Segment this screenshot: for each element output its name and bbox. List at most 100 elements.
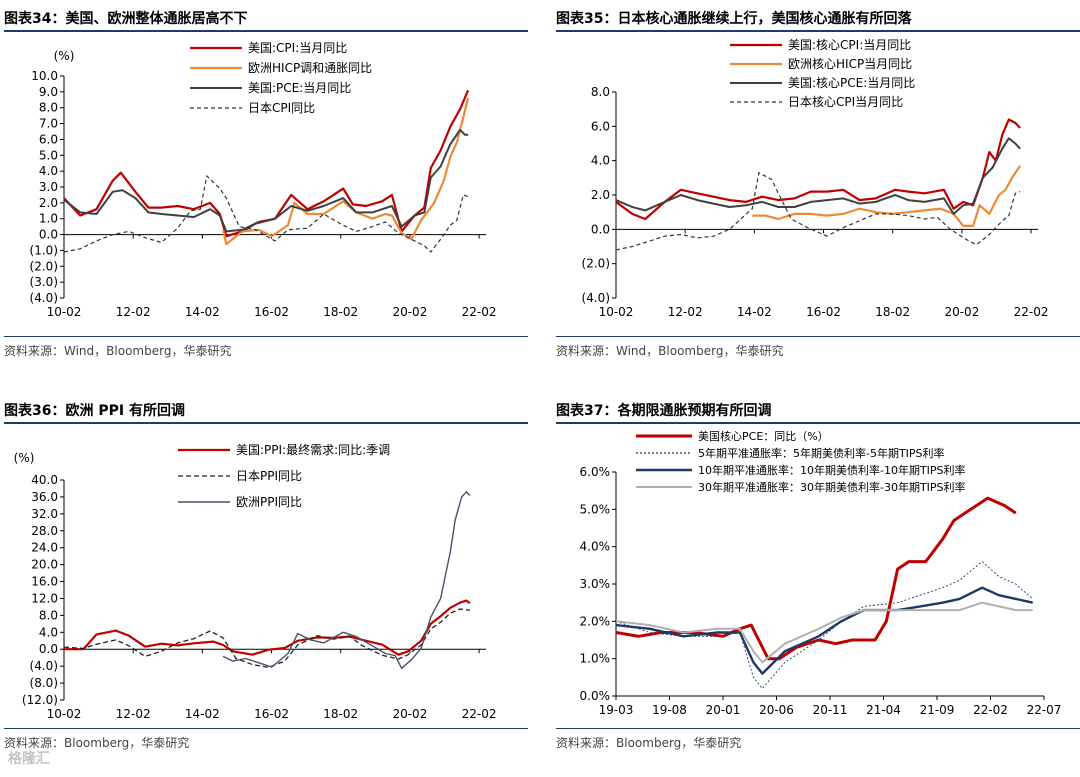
- x-tick-label: 14-02: [737, 305, 772, 319]
- x-tick-label: 22-02: [462, 305, 497, 319]
- y-tick-label: (4.0): [30, 291, 58, 305]
- panel-title: 图表34：美国、欧洲整体通胀居高不下: [4, 11, 248, 27]
- series-line-4: [615, 172, 1021, 251]
- chart-panel-34: 图表34：美国、欧洲整体通胀居高不下 (%) 10.0 9.0 8.0 7.0 6.0 5.…: [0, 0, 528, 380]
- x-tick-label: 18-02: [323, 707, 358, 721]
- x-tick-label: 19-08: [652, 703, 687, 717]
- source-rule: [4, 336, 528, 337]
- source-rule: [556, 728, 1080, 729]
- chart-35: 8.0 6.0 4.0 2.0 0.0 (2.0) (4.0)10-02 12-02 14-02…: [582, 38, 1049, 319]
- y-tick-label: 28.0: [31, 524, 58, 538]
- y-tick-label: 6.0: [39, 132, 58, 146]
- chart-panel-35: 图表35：日本核心通胀继续上行，美国核心通胀有所回落 8.0 6.0 4.0 2.0 0…: [552, 0, 1080, 380]
- y-tick-label: 0.0: [39, 642, 58, 656]
- y-tick-label: 32.0: [31, 507, 58, 521]
- series-line-4: [63, 175, 469, 253]
- y-tick-label: 36.0: [31, 490, 58, 504]
- chart-34: (%) 10.0 9.0 8.0 7.06.0 5.0 4.0 3.0 2.0 1.0 0.0(1.…: [30, 41, 497, 319]
- y-unit-label: (%): [54, 49, 75, 63]
- x-tick-label: 20-02: [392, 707, 427, 721]
- legend-label-2: 5年期平准通胀率：5年期美债利率-5年期TIPS利率: [698, 446, 945, 460]
- y-tick-label: (2.0): [30, 259, 58, 273]
- x-tick-label: 22-02: [973, 703, 1008, 717]
- title-rule: [4, 422, 528, 424]
- x-tick-label: 21-04: [866, 703, 901, 717]
- y-tick-label: 1.0: [39, 212, 58, 226]
- panel-title: 图表37：各期限通胀预期有所回调: [556, 403, 772, 419]
- x-tick-label: 16-02: [254, 305, 289, 319]
- source-note: 资料来源：Bloomberg，华泰研究: [4, 736, 190, 750]
- x-tick-label: 12-02: [116, 707, 151, 721]
- x-tick-label: 22-02: [462, 707, 497, 721]
- title-rule: [4, 30, 528, 32]
- y-tick-label: 20.0: [31, 558, 58, 572]
- y-tick-label: (4.0): [30, 659, 58, 673]
- legend-label-1: 美国:PPI:最终需求:同比:季调: [236, 442, 390, 457]
- y-tick-label: 9.0: [39, 85, 58, 99]
- y-tick-label: 10.0: [31, 69, 58, 83]
- x-tick-label: 14-02: [185, 305, 220, 319]
- legend-label-3: 欧洲PPI同比: [236, 495, 302, 509]
- x-tick-label: 19-03: [599, 703, 634, 717]
- series-line-3: [615, 586, 1033, 675]
- legend-label-2: 日本PPI同比: [236, 469, 302, 483]
- y-tick-label: 3.0%: [580, 577, 611, 591]
- y-tick-label: 4.0%: [580, 540, 611, 554]
- chart-panel-36: 图表36：欧洲 PPI 有所回调 (%) 40.0 36.0 32.0 28.0 24.0…: [0, 392, 528, 772]
- series-line-1: [615, 118, 1021, 221]
- legend-label-1: 美国:CPI:当月同比: [248, 41, 347, 55]
- y-tick-label: 6.0: [591, 119, 610, 133]
- x-tick-label: 20-06: [759, 703, 794, 717]
- series-line-3: [222, 491, 471, 669]
- legend-label-2: 欧洲HICP调和通胀同比: [248, 61, 372, 75]
- y-tick-label: (2.0): [582, 257, 610, 271]
- legend-label-3: 美国:核心PCE:当月同比: [788, 76, 915, 90]
- y-tick-label: 5.0: [39, 148, 58, 162]
- y-tick-label: 12.0: [31, 591, 58, 605]
- x-tick-label: 10-02: [599, 305, 634, 319]
- y-tick-label: (4.0): [582, 291, 610, 305]
- series-line-2: [222, 97, 470, 246]
- legend-label-2: 欧洲核心HICP当月同比: [788, 57, 912, 71]
- y-tick-label: 4.0: [591, 154, 610, 168]
- y-tick-label: 0.0%: [580, 689, 611, 703]
- x-tick-label: 14-02: [185, 707, 220, 721]
- y-tick-label: 0.0: [591, 222, 610, 236]
- y-tick-label: (1.0): [30, 243, 58, 257]
- x-tick-label: 12-02: [116, 305, 151, 319]
- y-tick-label: 8.0: [39, 608, 58, 622]
- x-tick-label: 18-02: [875, 305, 910, 319]
- source-note: 资料来源：Wind，Bloomberg，华泰研究: [4, 344, 232, 358]
- series-line-1: [615, 496, 1017, 661]
- x-tick-label: 16-02: [254, 707, 289, 721]
- y-tick-label: 7.0: [39, 117, 58, 131]
- x-tick-label: 20-02: [392, 305, 427, 319]
- x-tick-label: 10-02: [47, 707, 82, 721]
- x-tick-label: 16-02: [806, 305, 841, 319]
- y-tick-label: 16.0: [31, 575, 58, 589]
- legend-label-4: 日本CPI同比: [248, 101, 315, 115]
- x-tick-label: 22-02: [1014, 305, 1049, 319]
- series-line-2: [63, 608, 470, 669]
- series-line-3: [63, 128, 469, 233]
- title-rule: [556, 30, 1080, 32]
- y-tick-label: 2.0: [591, 188, 610, 202]
- y-tick-label: 5.0%: [580, 502, 611, 516]
- series-line-2: [752, 165, 1022, 227]
- chart-panel-37: 图表37：各期限通胀预期有所回调 6.0% 5.0% 4.0% 3.0% 2.0% 1.0…: [552, 392, 1080, 772]
- x-tick-label: 12-02: [668, 305, 703, 319]
- legend-label-4: 日本核心CPI当月同比: [788, 95, 903, 109]
- y-tick-label: 40.0: [31, 473, 58, 487]
- x-tick-label: 20-02: [944, 305, 979, 319]
- series-line-1: [63, 89, 470, 238]
- panel-title: 图表35：日本核心通胀继续上行，美国核心通胀有所回落: [556, 11, 912, 27]
- panel-title: 图表36：欧洲 PPI 有所回调: [4, 403, 185, 419]
- legend-label-3: 10年期平准通胀率：10年期美债利率-10年期TIPS利率: [698, 463, 966, 477]
- x-tick-label: 20-01: [706, 703, 741, 717]
- legend-label-1: 美国核心PCE：同比（%）: [698, 429, 829, 443]
- y-tick-label: 4.0: [39, 625, 58, 639]
- y-tick-label: 0.0: [39, 228, 58, 242]
- legend-label-3: 美国:PCE:当月同比: [248, 81, 351, 95]
- y-tick-label: 8.0: [591, 85, 610, 99]
- y-tick-label: 4.0: [39, 164, 58, 178]
